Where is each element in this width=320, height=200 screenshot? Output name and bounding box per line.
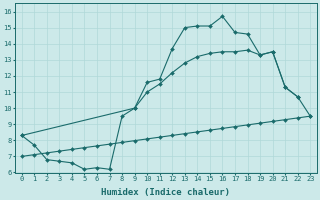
X-axis label: Humidex (Indice chaleur): Humidex (Indice chaleur)	[101, 188, 230, 197]
